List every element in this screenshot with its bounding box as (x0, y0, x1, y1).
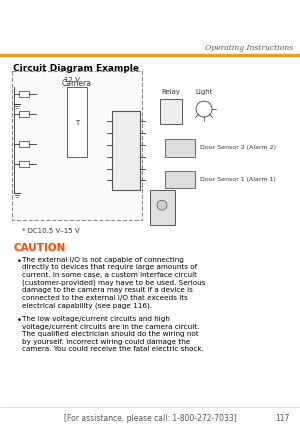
Circle shape (196, 101, 212, 117)
Text: Circuit Diagram Example: Circuit Diagram Example (13, 65, 139, 74)
Text: Operating Instructions: Operating Instructions (205, 43, 293, 51)
Text: The low voltage/current circuits and high
voltage/current circuits are in the ca: The low voltage/current circuits and hig… (22, 316, 204, 352)
Text: Light: Light (195, 89, 213, 95)
Bar (165, 139, 195, 157)
Bar (19, 141, 29, 147)
Text: CAUTION: CAUTION (13, 243, 65, 253)
Text: 117: 117 (276, 414, 290, 423)
Text: Relay: Relay (161, 89, 181, 95)
Bar (19, 91, 29, 97)
Bar (160, 99, 182, 124)
Text: Camera: Camera (62, 79, 92, 88)
Text: T: T (75, 120, 79, 126)
Bar (150, 190, 175, 225)
Text: * DC10.5 V–15 V: * DC10.5 V–15 V (22, 228, 80, 234)
Text: •: • (17, 316, 22, 325)
Bar (112, 111, 140, 190)
FancyBboxPatch shape (12, 71, 142, 220)
Bar (19, 161, 29, 167)
Bar (165, 170, 195, 188)
Bar (67, 87, 87, 157)
Text: 12 V: 12 V (64, 77, 80, 83)
Text: Door Sensor 1 (Alarm 1): Door Sensor 1 (Alarm 1) (200, 177, 276, 182)
Text: Door Sensor 2 (Alarm 2): Door Sensor 2 (Alarm 2) (200, 145, 276, 150)
Circle shape (157, 200, 167, 210)
Text: [For assistance, please call: 1-800-272-7033]: [For assistance, please call: 1-800-272-… (64, 414, 236, 423)
Text: •: • (17, 257, 22, 266)
Text: The external I/O is not capable of connecting
directly to devices that require l: The external I/O is not capable of conne… (22, 257, 206, 309)
Bar (19, 111, 29, 117)
